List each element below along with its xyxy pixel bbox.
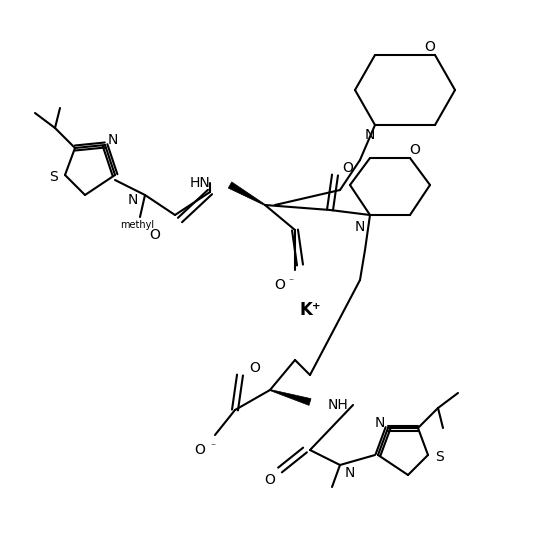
- Text: O: O: [195, 443, 205, 457]
- Polygon shape: [270, 390, 311, 405]
- Text: S: S: [49, 170, 58, 184]
- Text: N: N: [128, 193, 138, 207]
- Text: NH: NH: [328, 398, 349, 412]
- Text: HN: HN: [189, 176, 210, 190]
- Text: N: N: [375, 416, 385, 430]
- Text: N: N: [108, 133, 118, 147]
- Text: ⁻: ⁻: [288, 277, 293, 287]
- Text: N: N: [365, 128, 375, 142]
- Text: methyl: methyl: [120, 220, 154, 230]
- Text: O: O: [425, 40, 435, 54]
- Text: O: O: [410, 143, 420, 157]
- Text: O: O: [249, 361, 260, 375]
- Polygon shape: [228, 182, 265, 206]
- Text: S: S: [436, 450, 445, 464]
- Text: O: O: [264, 473, 275, 487]
- Text: O: O: [342, 161, 353, 175]
- Text: ⁻: ⁻: [210, 442, 215, 452]
- Text: O: O: [149, 228, 160, 242]
- Text: K⁺: K⁺: [299, 301, 321, 319]
- Text: O: O: [274, 278, 285, 292]
- Text: N: N: [345, 466, 355, 480]
- Text: N: N: [355, 220, 365, 234]
